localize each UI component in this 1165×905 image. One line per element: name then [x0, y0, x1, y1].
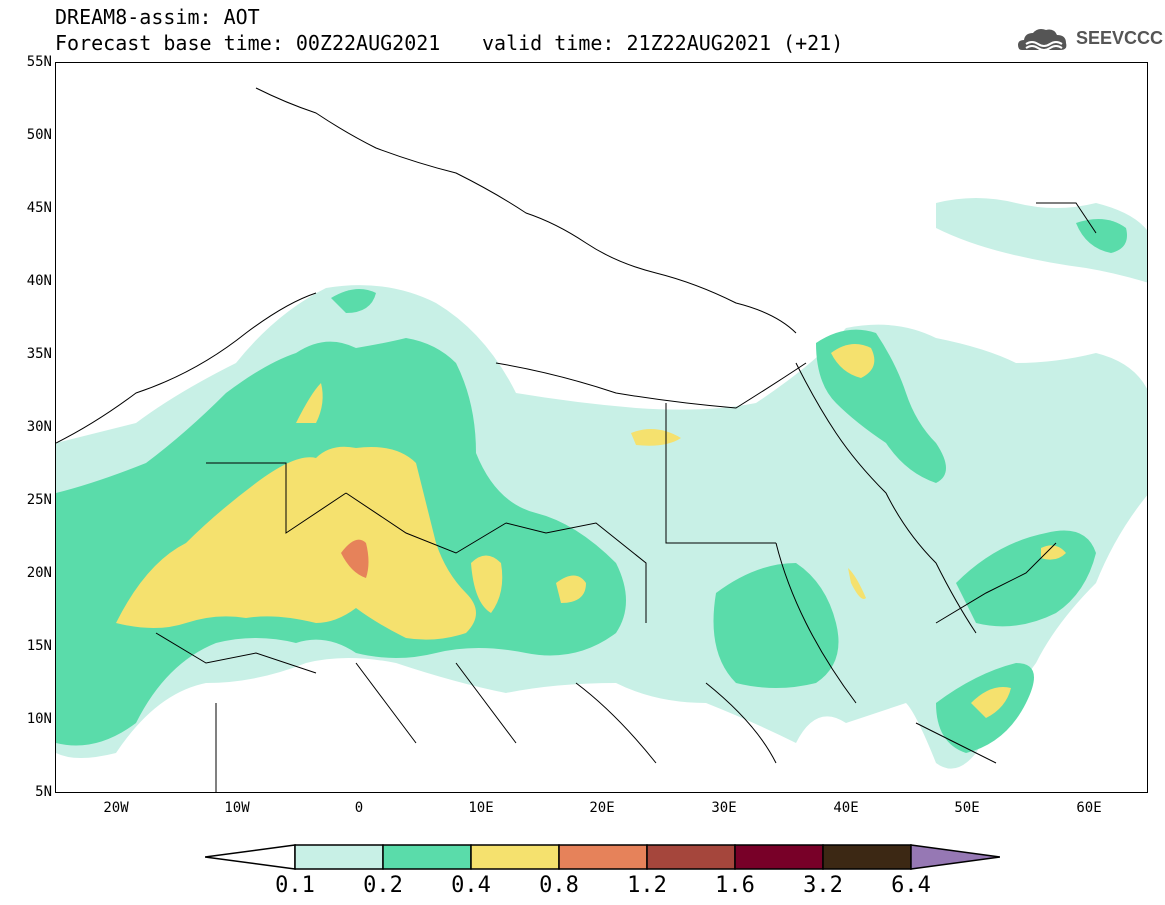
- valid-time: valid time: 21Z22AUG2021 (+21): [482, 31, 844, 55]
- lon-label-20e: 20E: [589, 800, 615, 816]
- colorbar-label-0-1: 0.1: [275, 873, 315, 898]
- colorbar-label-1-2: 1.2: [627, 873, 667, 898]
- lon-label-40e: 40E: [833, 800, 859, 816]
- aot-map: [55, 62, 1148, 793]
- lat-label-40n: 40N: [26, 273, 52, 289]
- aot-region-level2-sudan: [713, 563, 839, 688]
- aot-region-level3-redsea: [848, 568, 866, 599]
- colorbar-segment-7: [822, 844, 912, 870]
- lat-label-45n: 45N: [26, 200, 52, 216]
- logo-text: SEEVCCC: [1076, 28, 1164, 48]
- aot-region-level2-caspian: [1076, 219, 1127, 253]
- aot-region-level3-iraq: [831, 344, 875, 378]
- colorbar-label-0-4: 0.4: [451, 873, 491, 898]
- lon-label-30e: 30E: [711, 800, 737, 816]
- aot-region-level2-spain: [331, 289, 376, 313]
- colorbar-label-0-2: 0.2: [363, 873, 403, 898]
- lat-label-55n: 55N: [26, 54, 52, 70]
- colorbar-upper-triangle: [910, 844, 1000, 870]
- colorbar-label-0-8: 0.8: [539, 873, 579, 898]
- lat-label-20n: 20N: [26, 565, 52, 581]
- colorbar-segment-4: [558, 844, 648, 870]
- lon-label-20w: 20W: [103, 800, 129, 816]
- colorbar-segment-3: [470, 844, 560, 870]
- aot-region-level3-morocco: [296, 383, 323, 423]
- lat-label-15n: 15N: [26, 638, 52, 654]
- country-borders: [56, 87, 1097, 792]
- colorbar-label-6-4: 6.4: [891, 873, 931, 898]
- aot-region-level3-somalia: [971, 687, 1011, 718]
- colorbar-label-3-2: 3.2: [803, 873, 843, 898]
- aot-region-level1b: [936, 198, 1147, 283]
- forecast-base-time: Forecast base time: 00Z22AUG2021: [55, 31, 441, 55]
- lat-label-30n: 30N: [26, 419, 52, 435]
- lat-label-25n: 25N: [26, 492, 52, 508]
- lat-label-10n: 10N: [26, 711, 52, 727]
- aot-region-level3-oman: [1041, 545, 1066, 560]
- aot-region-level3-niger: [556, 575, 586, 603]
- aot-region-level3-egypt: [631, 429, 681, 446]
- aot-region-level3-mauritania: [116, 446, 476, 640]
- colorbar-segment-5: [646, 844, 736, 870]
- lon-label-10w: 10W: [224, 800, 250, 816]
- colorbar-lower-triangle: [205, 844, 296, 870]
- lat-label-35n: 35N: [26, 346, 52, 362]
- colorbar-label-1-6: 1.6: [715, 873, 755, 898]
- colorbar-segment-2: [382, 844, 472, 870]
- map-title: DREAM8-assim: AOT: [55, 5, 260, 29]
- lat-label-50n: 50N: [26, 127, 52, 143]
- aot-colorbar: [205, 844, 1000, 870]
- colorbar-segment-6: [734, 844, 824, 870]
- lon-label-0: 0: [354, 800, 364, 816]
- colorbar-segment-1: [294, 844, 384, 870]
- map-canvas: [56, 87, 1147, 792]
- lat-label-5n: 5N: [35, 784, 52, 800]
- cloud-logo-icon: [1018, 29, 1067, 51]
- lon-label-50e: 50E: [954, 800, 980, 816]
- lon-label-60e: 60E: [1076, 800, 1102, 816]
- aot-region-level4-mali: [341, 539, 369, 578]
- aot-region-level3-chad: [471, 555, 503, 613]
- lon-label-10e: 10E: [468, 800, 494, 816]
